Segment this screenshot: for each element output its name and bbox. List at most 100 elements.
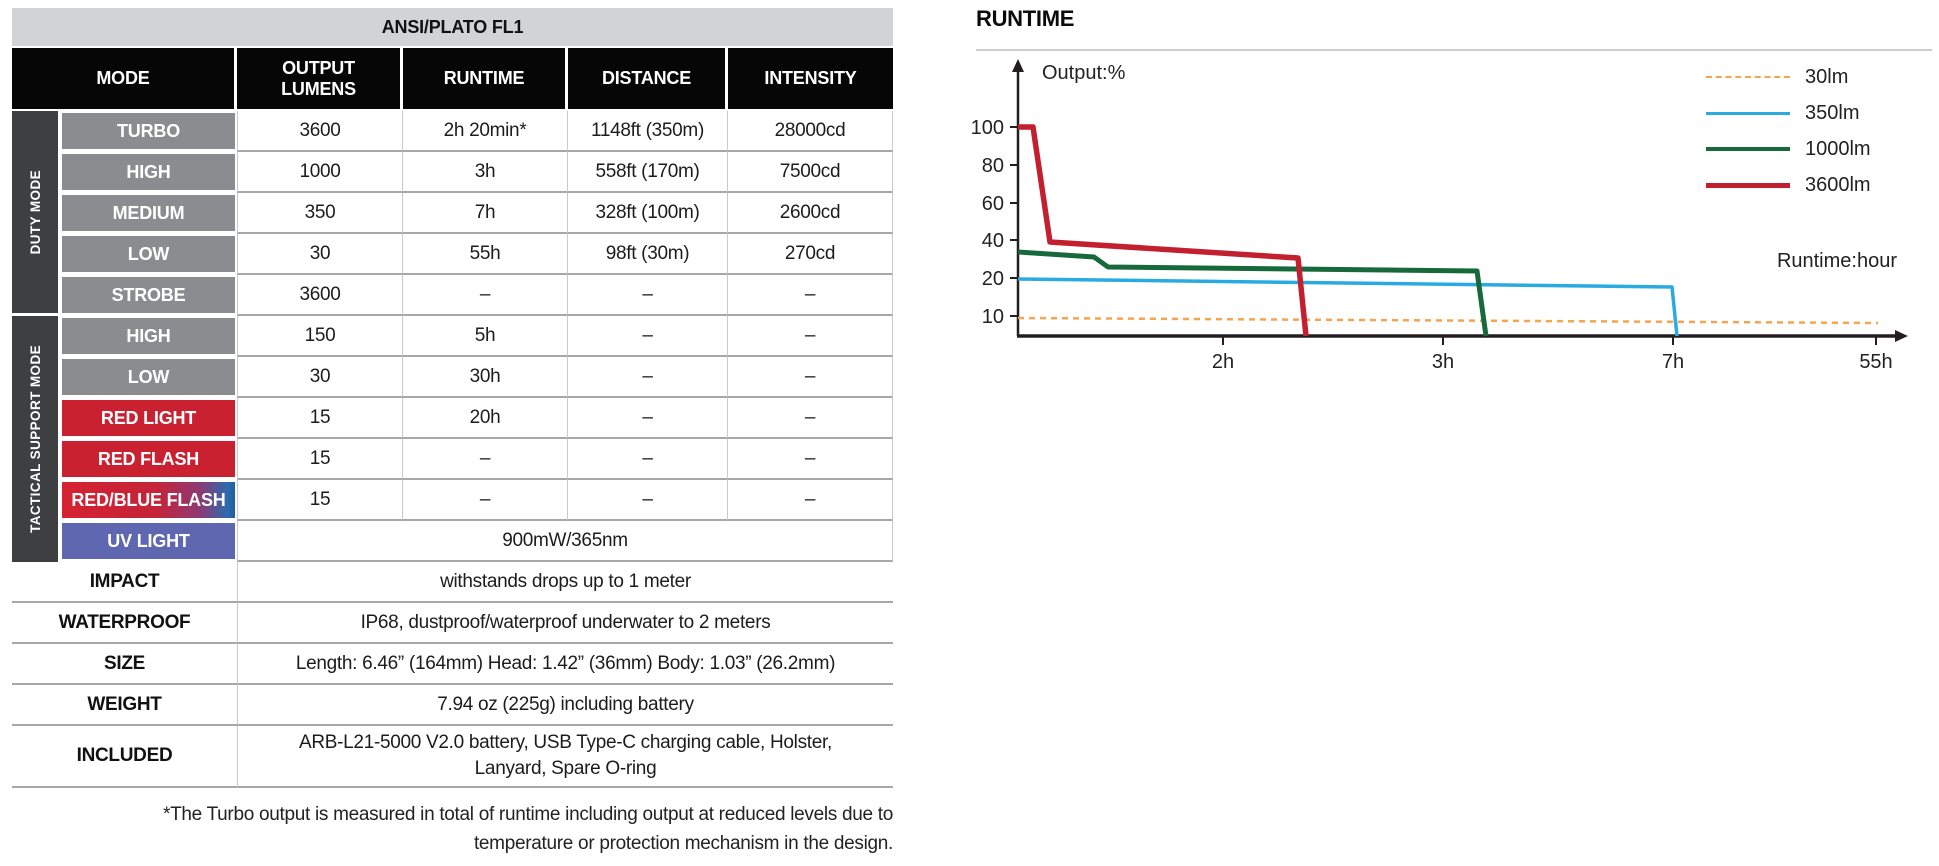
legend-swatch-350lm: [1706, 111, 1790, 115]
table-cell: 30: [237, 234, 403, 275]
mode-label-strobe: STROBE: [60, 275, 237, 316]
legend-label: 3600lm: [1805, 173, 1871, 196]
table-cell: –: [403, 275, 568, 316]
mode-label-medium: MEDIUM: [60, 193, 237, 234]
spec-label-waterproof: WATERPROOF: [12, 603, 237, 644]
group-label-tactical-support-mode: TACTICAL SUPPORT MODE: [12, 316, 60, 562]
spec-value-waterproof: IP68, dustproof/waterproof underwater to…: [237, 603, 893, 644]
legend-item: 350lm: [1706, 102, 1932, 124]
svg-text:7h: 7h: [1662, 351, 1684, 373]
table-cell: 20h: [403, 398, 568, 439]
table-cell: 270cd: [728, 234, 893, 275]
table-cell: –: [568, 316, 728, 357]
table-cell: 3600: [237, 111, 403, 152]
table-cell: 328ft (100m): [568, 193, 728, 234]
legend-item: 1000lm: [1706, 138, 1932, 160]
table-cell: –: [728, 357, 893, 398]
footnote-line2: temperature or protection mechanism in t…: [473, 833, 893, 854]
table-cell: 1148ft (350m): [568, 111, 728, 152]
table-cell: –: [728, 480, 893, 521]
legend-label: 30lm: [1805, 65, 1849, 88]
chart-title: RUNTIME: [976, 6, 1075, 31]
table-cell: –: [568, 275, 728, 316]
table-cell: –: [728, 316, 893, 357]
column-header-distance: DISTANCE: [568, 48, 728, 111]
legend-label: 350lm: [1805, 101, 1860, 124]
column-header-intensity: INTENSITY: [728, 48, 893, 111]
table-cell: 15: [237, 480, 403, 521]
table-cell: 7500cd: [728, 152, 893, 193]
spec-value-size: Length: 6.46” (164mm) Head: 1.42” (36mm)…: [237, 644, 893, 685]
table-cell: 350: [237, 193, 403, 234]
footnote-line1: *The Turbo output is measured in total o…: [163, 804, 893, 825]
table-cell: –: [728, 439, 893, 480]
x-axis-label: Runtime:hour: [1776, 250, 1897, 272]
chart-legend: 30lm 350lm 1000lm 3600lm: [1706, 66, 1932, 196]
mode-label-red-blue-flash: RED/BLUE FLASH: [60, 480, 237, 521]
svg-text:2h: 2h: [1212, 351, 1234, 373]
table-cell-uv-value: 900mW/365nm: [237, 521, 893, 562]
svg-text:55h: 55h: [1859, 351, 1892, 373]
legend-item: 30lm: [1706, 66, 1932, 88]
legend-swatch-1000lm: [1706, 147, 1790, 151]
svg-text:20: 20: [982, 268, 1004, 290]
svg-text:100: 100: [971, 117, 1004, 139]
table-cell: 1000: [237, 152, 403, 193]
footnote: *The Turbo output is measured in total o…: [12, 800, 893, 858]
table-cell: 7h: [403, 193, 568, 234]
legend-label: 1000lm: [1805, 137, 1871, 160]
table-cell: 55h: [403, 234, 568, 275]
table-cell: 5h: [403, 316, 568, 357]
spec-label-size: SIZE: [12, 644, 237, 685]
legend-item: 3600lm: [1706, 174, 1932, 196]
spec-value-included-line1: ARB-L21-5000 V2.0 battery, USB Type-C ch…: [298, 732, 833, 753]
table-cell: –: [728, 398, 893, 439]
table-cell: –: [403, 480, 568, 521]
chart-divider: [976, 49, 1932, 51]
mode-label-red-flash: RED FLASH: [60, 439, 237, 480]
mode-label-high-tactical: HIGH: [60, 316, 237, 357]
svg-text:80: 80: [982, 155, 1004, 177]
y-axis-label: Output:%: [1042, 62, 1126, 84]
column-header-runtime: RUNTIME: [403, 48, 568, 111]
legend-swatch-30lm: [1706, 76, 1790, 78]
table-cell: –: [728, 275, 893, 316]
mode-label-uv-light: UV LIGHT: [60, 521, 237, 562]
spec-value-impact: withstands drops up to 1 meter: [237, 562, 893, 603]
column-header-output-lumens: OUTPUT LUMENS: [237, 48, 403, 111]
table-cell: 150: [237, 316, 403, 357]
spec-value-included-line2: Lanyard, Spare O-ring: [474, 758, 657, 779]
table-cell: 2600cd: [728, 193, 893, 234]
mode-label-high: HIGH: [60, 152, 237, 193]
svg-text:10: 10: [982, 306, 1004, 328]
table-cell: 98ft (30m): [568, 234, 728, 275]
table-cell: 30h: [403, 357, 568, 398]
runtime-chart-plot: 100 80 60 40 20 10 2h 3h 7h 55h: [971, 59, 1908, 373]
table-cell: 30: [237, 357, 403, 398]
table-cell: –: [568, 439, 728, 480]
table-cell: –: [568, 357, 728, 398]
mode-label-turbo: TURBO: [60, 111, 237, 152]
table-cell: –: [403, 439, 568, 480]
svg-text:40: 40: [982, 230, 1004, 252]
table-cell: 28000cd: [728, 111, 893, 152]
table-cell: 2h 20min*: [403, 111, 568, 152]
fl1-spec-table: ANSI/PLATO FL1 MODE OUTPUT LUMENS RUNTIM…: [12, 8, 893, 788]
spec-value-weight: 7.94 oz (225g) including battery: [237, 685, 893, 726]
spec-label-impact: IMPACT: [12, 562, 237, 603]
table-cell: 558ft (170m): [568, 152, 728, 193]
table-title: ANSI/PLATO FL1: [12, 8, 893, 48]
table-cell: –: [568, 398, 728, 439]
mode-label-low: LOW: [60, 234, 237, 275]
svg-text:3h: 3h: [1432, 351, 1454, 373]
table-cell: –: [568, 480, 728, 521]
table-cell: 3h: [403, 152, 568, 193]
spec-label-included: INCLUDED: [12, 726, 237, 788]
spec-value-included: ARB-L21-5000 V2.0 battery, USB Type-C ch…: [237, 726, 893, 788]
spec-label-weight: WEIGHT: [12, 685, 237, 726]
mode-label-low-tactical: LOW: [60, 357, 237, 398]
table-cell: 15: [237, 439, 403, 480]
svg-text:60: 60: [982, 193, 1004, 215]
column-header-mode: MODE: [12, 48, 237, 111]
